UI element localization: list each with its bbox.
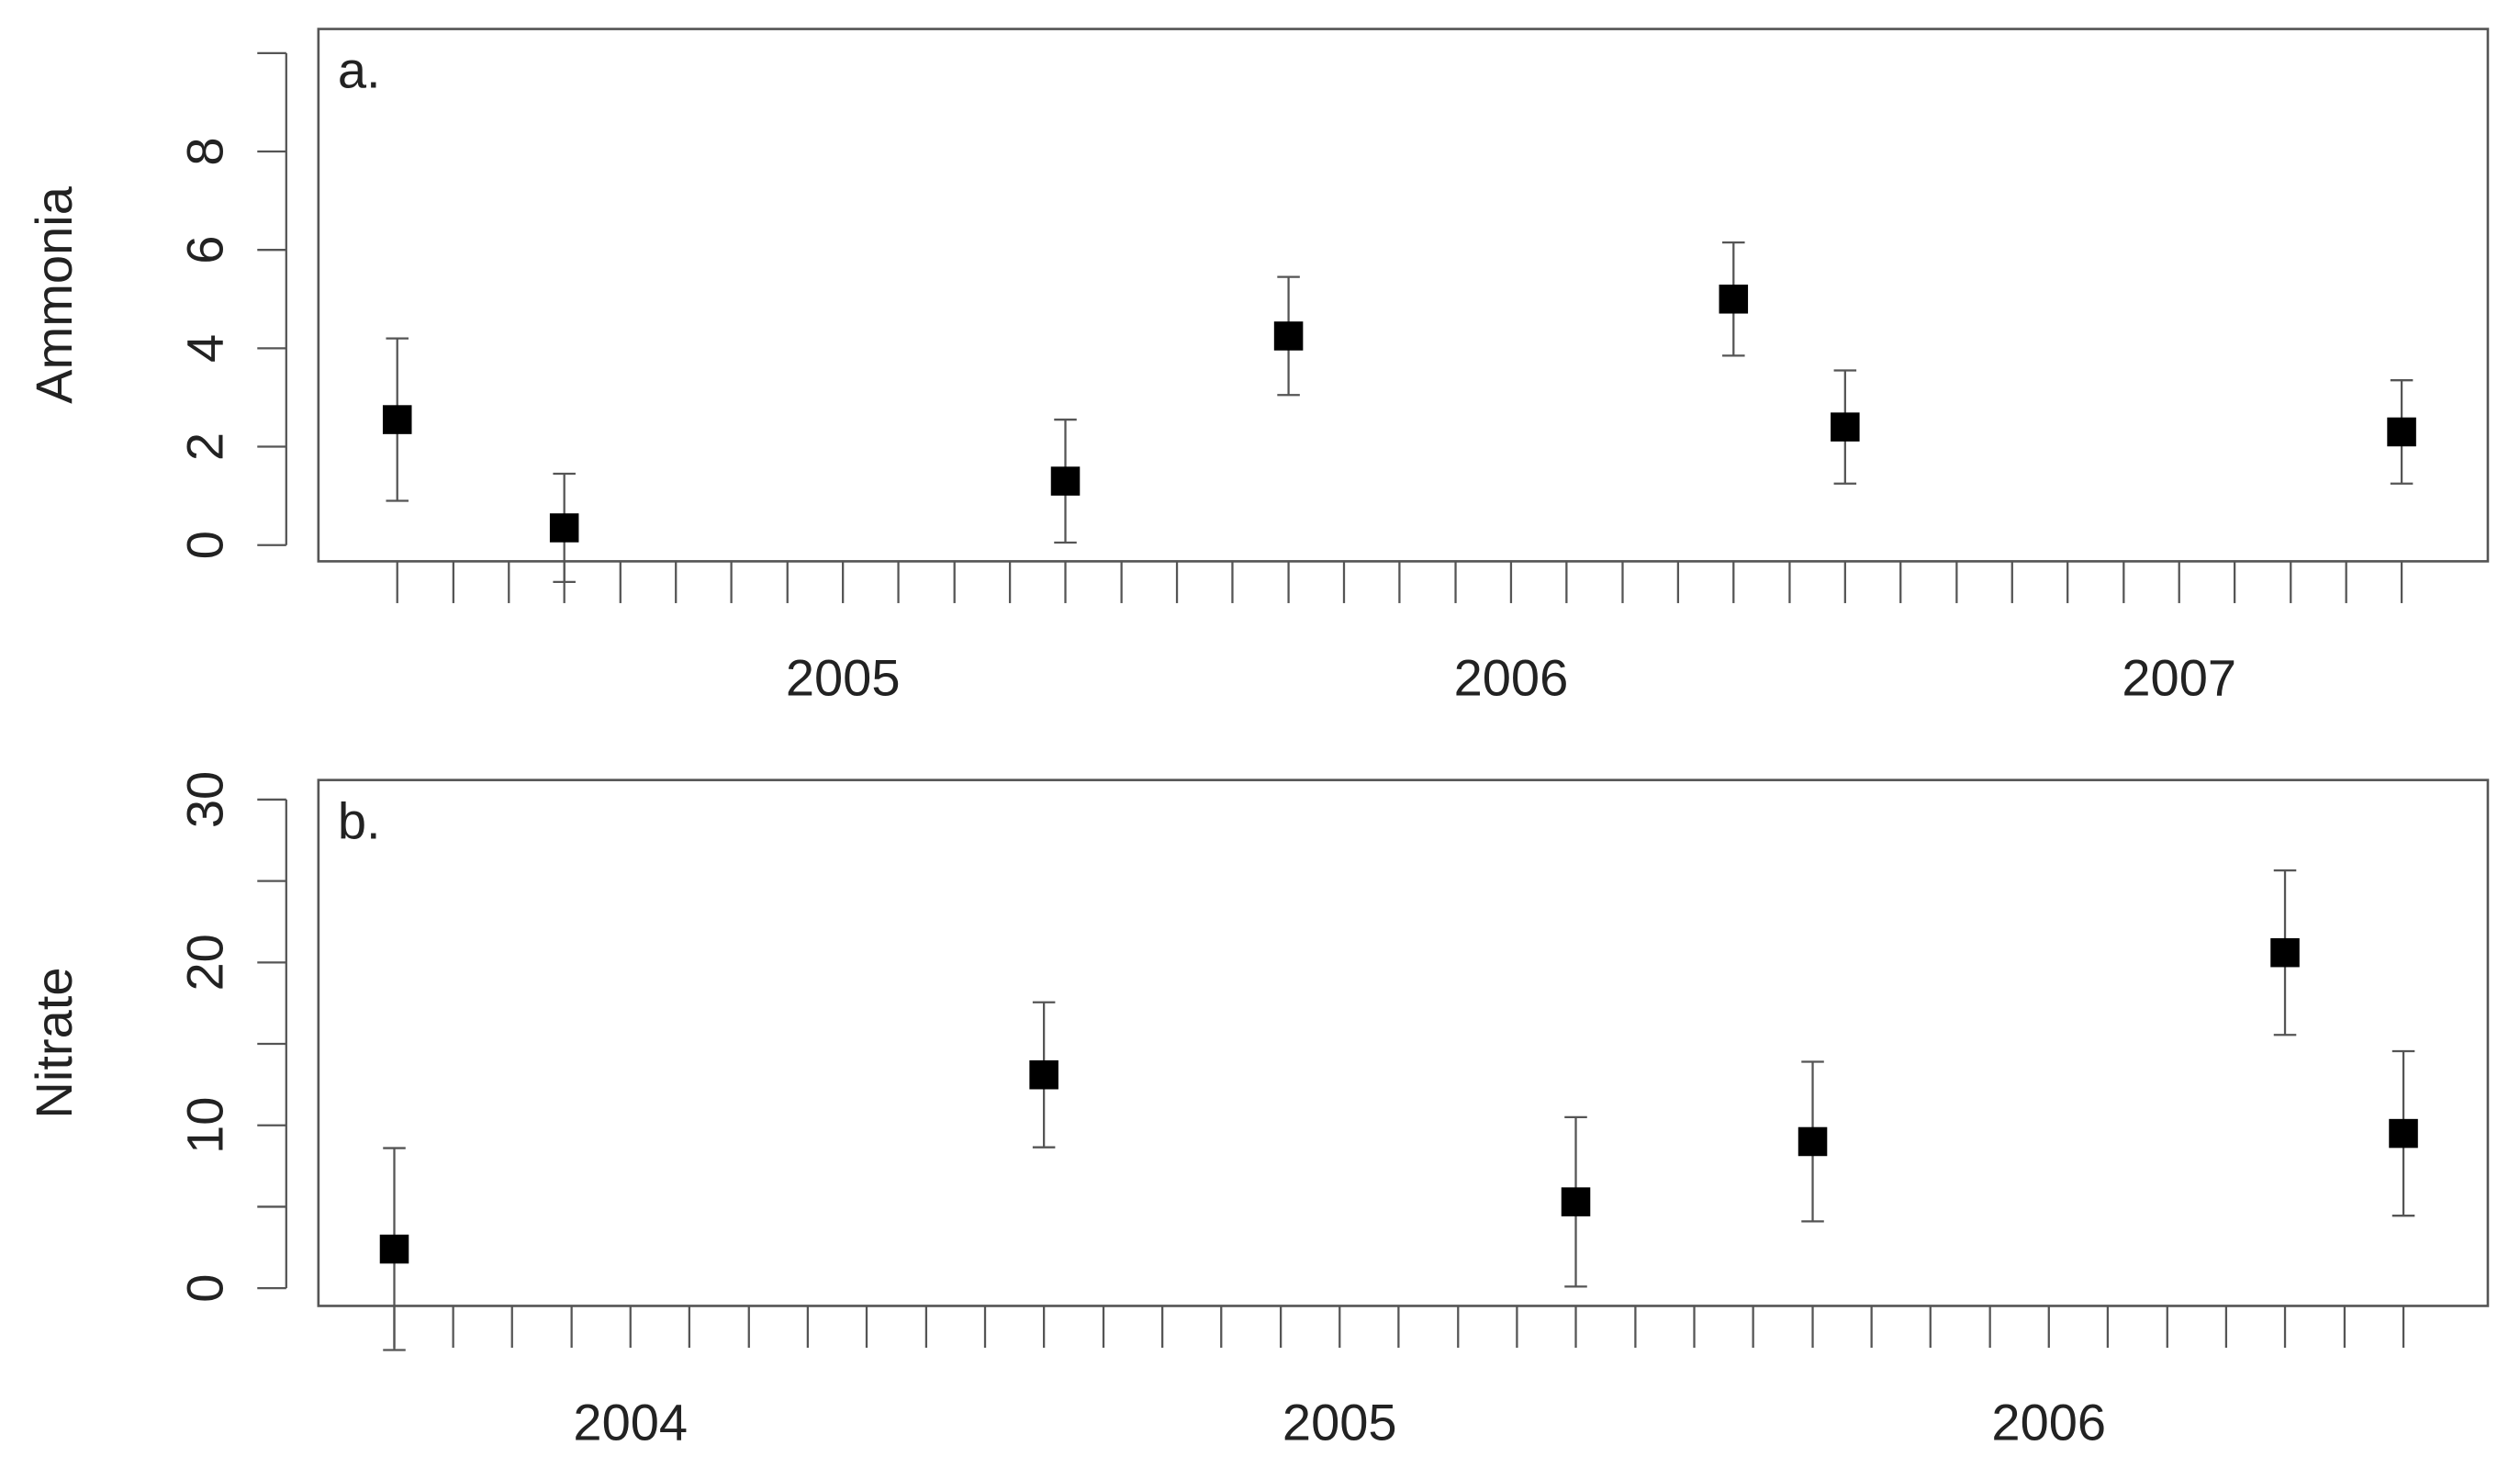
y-tick-label: 0 — [176, 1274, 234, 1303]
y-tick-label: 2 — [176, 432, 234, 461]
point — [2389, 1118, 2418, 1148]
point — [379, 1234, 409, 1264]
y-axis-label: Nitrate — [25, 968, 83, 1119]
point — [1831, 412, 1860, 442]
y-tick-label: 4 — [176, 334, 234, 363]
x-tick-label: 2007 — [2122, 649, 2236, 707]
point — [1029, 1059, 1058, 1090]
panel-label: a. — [338, 40, 381, 98]
point — [1273, 321, 1304, 351]
plot-frame — [317, 28, 2490, 563]
y-tick-label: 8 — [176, 137, 234, 165]
x-tick-label: 2006 — [1991, 1394, 2106, 1451]
point — [2270, 937, 2300, 968]
point — [382, 405, 412, 434]
x-tick-label: 2006 — [1454, 649, 1569, 707]
y-tick-label: 0 — [176, 531, 234, 559]
point — [549, 513, 579, 543]
y-tick-label: 6 — [176, 236, 234, 264]
plot-frame — [317, 779, 2490, 1307]
point — [1561, 1187, 1591, 1216]
x-tick-label: 2005 — [1282, 1394, 1397, 1451]
point — [2387, 417, 2416, 447]
point — [1798, 1126, 1828, 1157]
panel-label: b. — [338, 792, 381, 850]
y-axis-label: Ammonia — [25, 185, 83, 404]
x-tick-label: 2005 — [786, 649, 901, 707]
y-tick-label: 10 — [176, 1097, 234, 1154]
point — [1719, 285, 1749, 314]
y-tick-label: 20 — [176, 934, 234, 991]
y-tick-label: 30 — [176, 771, 234, 828]
x-tick-label: 2004 — [573, 1394, 688, 1451]
point — [1050, 466, 1081, 496]
